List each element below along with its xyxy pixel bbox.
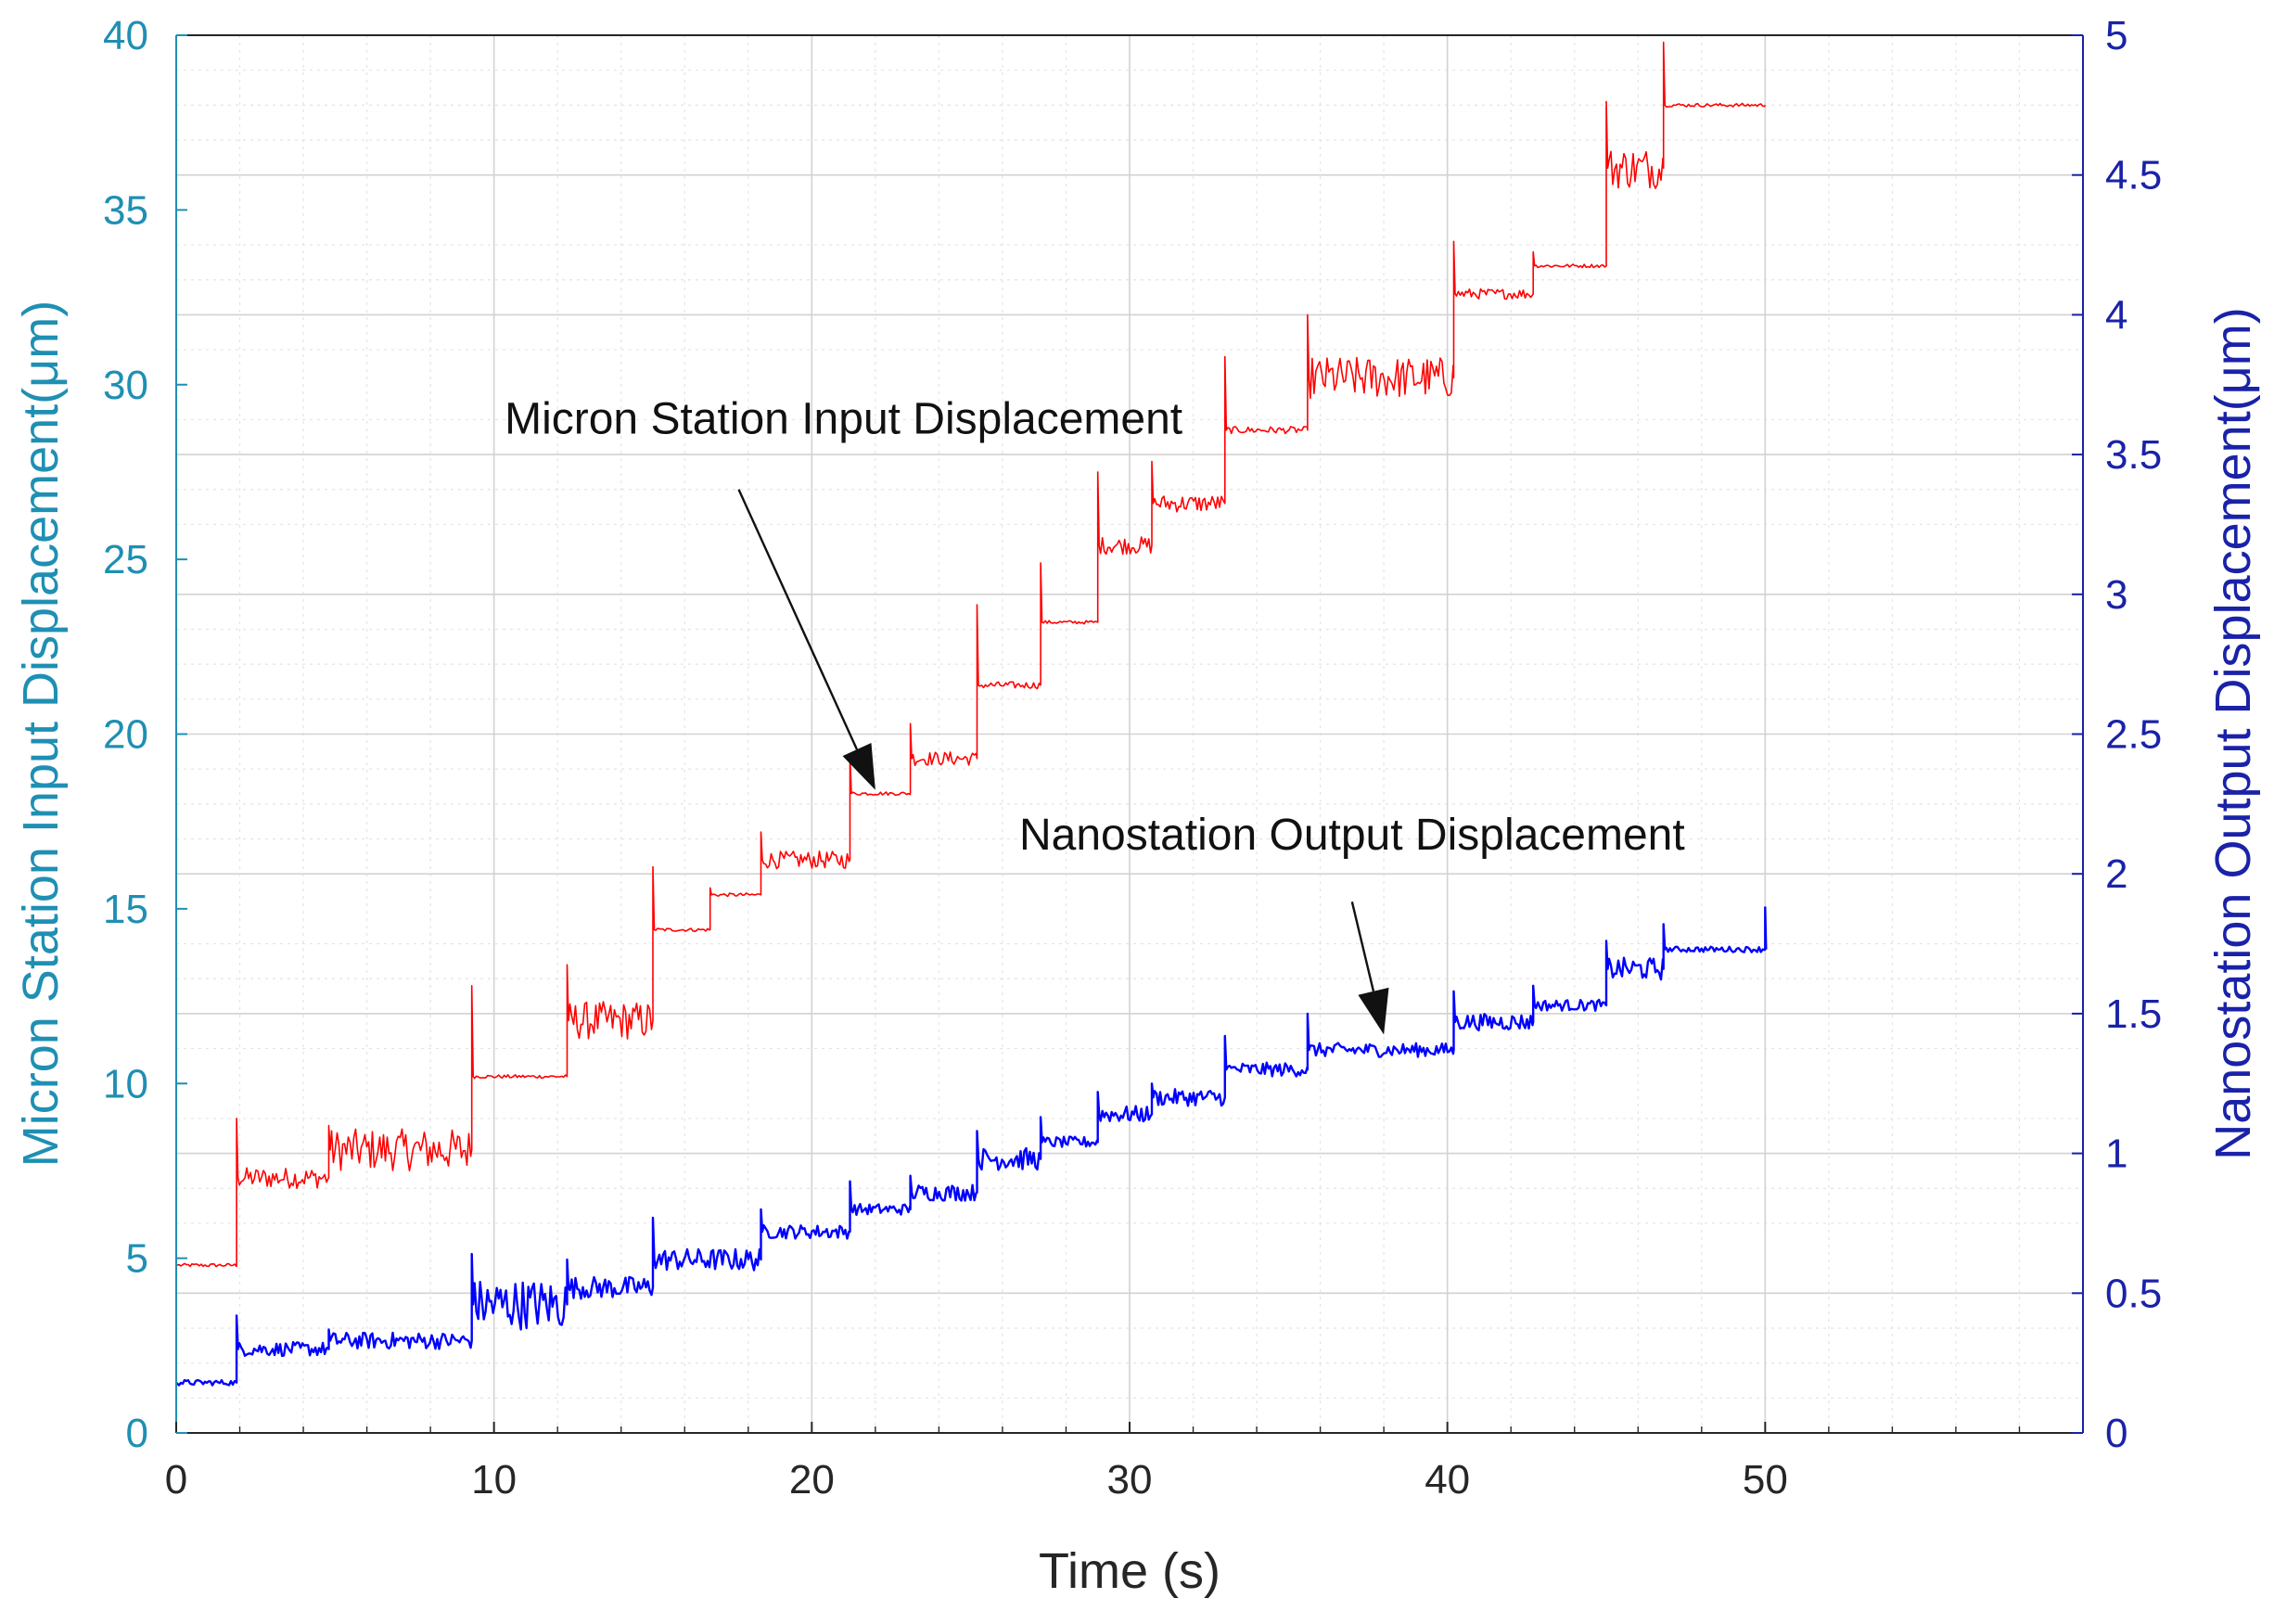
- right-y-tick-label: 1.5: [2105, 991, 2162, 1037]
- output-displacement-line: [175, 906, 1768, 1387]
- x-tick-label: 50: [1743, 1457, 1788, 1503]
- left-y-tick-label: 30: [103, 363, 148, 408]
- right-y-tick-label: 3.5: [2105, 432, 2162, 478]
- right-y-tick-label: 1: [2105, 1132, 2127, 1177]
- right-y-tick-label: 2: [2105, 851, 2127, 897]
- series-layer: [175, 41, 1768, 1387]
- x-tick-label: 40: [1425, 1457, 1470, 1503]
- annotation-text: Micron Station Input Displacement: [505, 394, 1182, 443]
- right-y-axis-label: Nanostation Output Displacement(μm): [2205, 307, 2261, 1160]
- input-displacement-line: [175, 41, 1767, 1268]
- x-axis-label: Time (s): [1039, 1543, 1220, 1599]
- left-y-tick-label: 0: [126, 1411, 148, 1456]
- annotation-arrow-shaft: [737, 489, 859, 750]
- right-y-tick-label: 4: [2105, 292, 2127, 338]
- major-grid: [176, 35, 2083, 1433]
- x-tick-label: 0: [165, 1457, 187, 1503]
- right-y-tick-label: 0: [2105, 1411, 2127, 1456]
- ticks-layer: 0 10 20 30 40 50051015202530354000.511.522.53…: [103, 13, 2162, 1503]
- annotation-arrow-head: [842, 743, 875, 790]
- annotation-arrow-shaft: [1350, 902, 1375, 992]
- right-y-tick-label: 3: [2105, 572, 2127, 618]
- annotation-arrow-head: [1358, 987, 1389, 1035]
- left-y-tick-label: 5: [126, 1236, 148, 1282]
- left-y-tick-label: 35: [103, 187, 148, 233]
- left-y-tick-label: 40: [103, 13, 148, 58]
- right-y-tick-label: 2.5: [2105, 712, 2162, 758]
- right-y-tick-label: 4.5: [2105, 153, 2162, 198]
- left-y-axis-label: Micron Station Input Displacement(μm): [13, 301, 69, 1167]
- left-y-tick-label: 20: [103, 712, 148, 758]
- annotations-layer: Micron Station Input Displacement Nanosta…: [505, 394, 1685, 1035]
- right-y-tick-label: 5: [2105, 13, 2127, 58]
- x-tick-label: 10: [471, 1457, 517, 1503]
- left-y-tick-label: 15: [103, 887, 148, 932]
- x-tick-label: 20: [789, 1457, 835, 1503]
- annotation-text: Nanostation Output Displacement: [1019, 811, 1685, 860]
- right-y-tick-label: 0.5: [2105, 1271, 2162, 1316]
- left-y-tick-label: 10: [103, 1061, 148, 1106]
- left-y-tick-label: 25: [103, 537, 148, 582]
- x-tick-label: 30: [1107, 1457, 1153, 1503]
